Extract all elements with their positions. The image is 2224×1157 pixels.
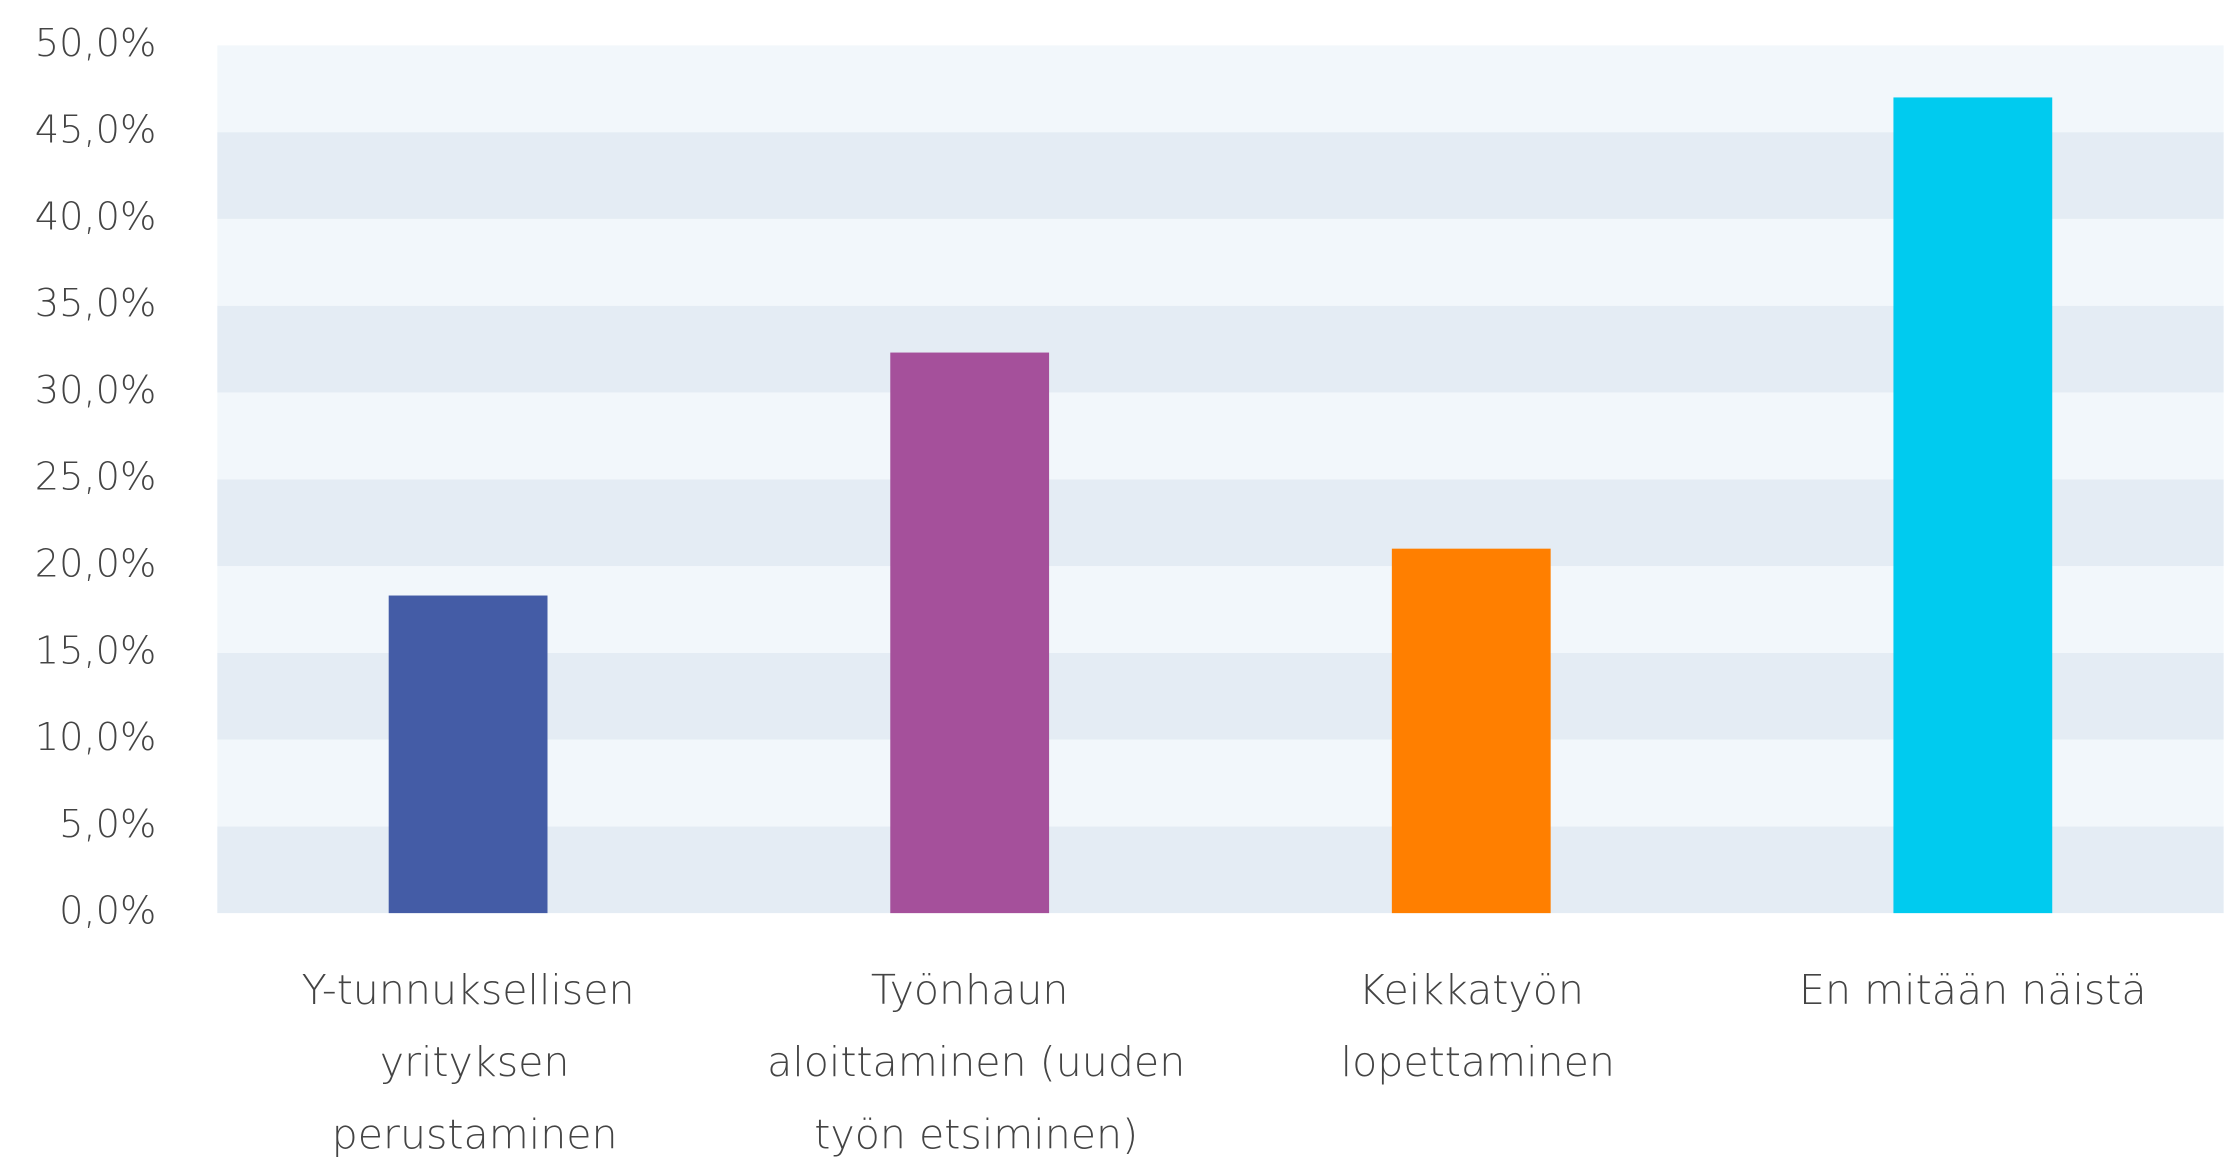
grid-band — [217, 826, 2224, 914]
grid-band — [217, 132, 2224, 219]
y-tick-label: 5,0% — [59, 802, 156, 847]
y-tick-label: 50,0% — [35, 21, 157, 66]
y-tick-label: 45,0% — [35, 108, 157, 153]
y-tick-label: 40,0% — [35, 194, 157, 239]
grid-band — [217, 566, 2224, 653]
x-tick-label: En mitään näistä — [1799, 966, 2147, 1014]
grid-band — [217, 739, 2224, 827]
y-tick-label: 20,0% — [35, 542, 157, 587]
x-tick-label: Keikkatyön lopettaminen — [1328, 966, 1615, 1086]
y-tick-label: 25,0% — [35, 455, 157, 500]
grid-band — [217, 652, 2224, 740]
y-tick-label: 35,0% — [35, 281, 157, 326]
y-tick-label: 15,0% — [35, 628, 157, 673]
grid-band — [217, 479, 2224, 567]
grid-band — [217, 392, 2224, 480]
bar — [890, 352, 1050, 914]
y-tick-label: 30,0% — [35, 368, 157, 413]
grid-band — [217, 218, 2224, 306]
bar — [1893, 97, 2053, 914]
grid-band — [217, 45, 2224, 133]
y-tick-label: 10,0% — [35, 715, 157, 760]
y-tick-label: 0,0% — [59, 889, 156, 934]
x-tick-label: Työnhaun aloittaminen (uuden työn etsimi… — [754, 966, 1185, 1157]
bar — [388, 595, 548, 914]
bar — [1391, 548, 1551, 914]
grid-band — [217, 305, 2224, 393]
x-tick-label: Y-tunnuksellisen yrityksen perustaminen — [302, 966, 635, 1157]
